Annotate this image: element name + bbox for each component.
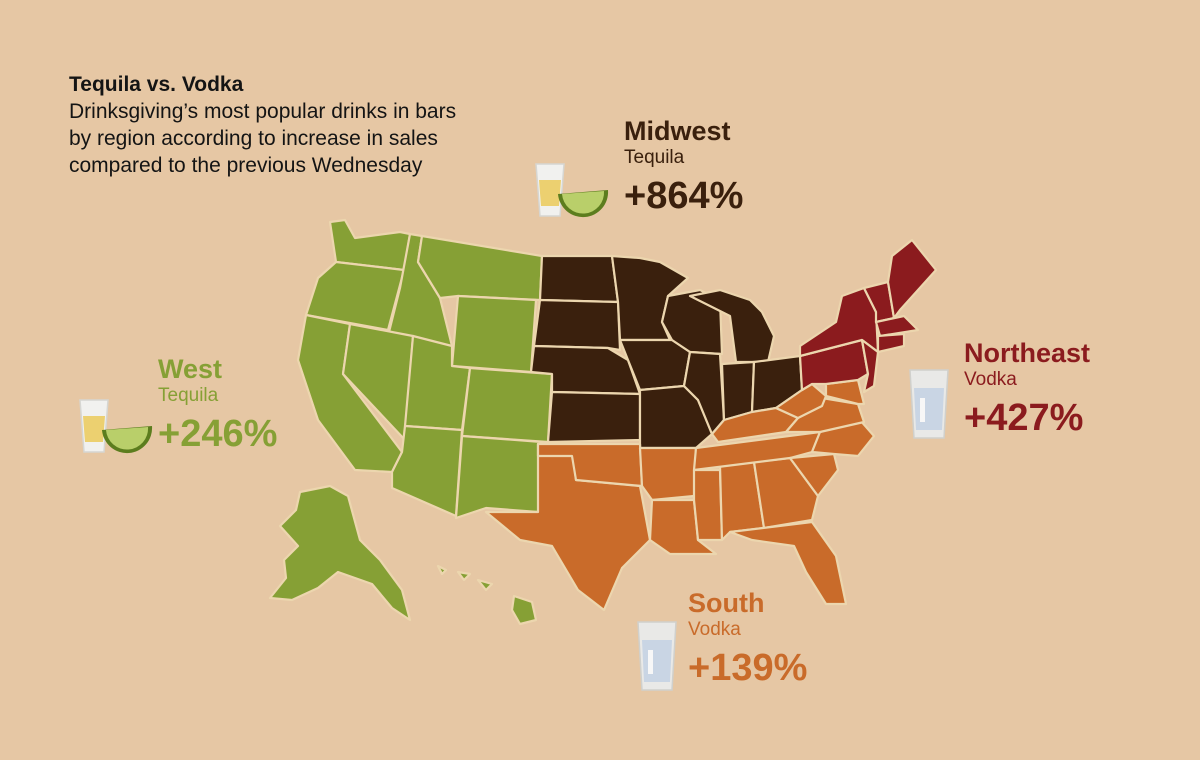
page-subtitle: Drinksgiving’s most popular drinks in ba… <box>69 100 457 177</box>
region-name: Northeast <box>964 338 1091 368</box>
state-kansas <box>546 390 642 444</box>
region-increase: +246% <box>158 413 278 455</box>
state-mississippi <box>692 468 724 542</box>
south-label: South Vodka +139% <box>688 588 807 690</box>
state-south-dakota <box>532 298 622 352</box>
state-alaska <box>268 484 412 622</box>
state-connecticut-ri <box>876 332 906 354</box>
region-drink: Tequila <box>624 147 685 168</box>
northeast-label: Northeast Vodka +427% <box>964 338 1090 440</box>
region-name: South <box>688 588 765 618</box>
region-increase: +427% <box>964 397 1084 439</box>
south-region <box>484 378 876 612</box>
state-arizona <box>390 424 464 518</box>
state-oklahoma <box>536 442 644 488</box>
tequila-lime-icon <box>79 399 153 454</box>
state-new-mexico <box>454 434 544 520</box>
state-tennessee <box>692 430 822 472</box>
region-name: Midwest <box>624 116 731 146</box>
state-indiana <box>720 360 756 422</box>
header: Tequila vs. Vodka Drinksgiving’s most po… <box>69 71 539 179</box>
region-drink: Tequila <box>158 385 219 406</box>
region-name: West <box>158 354 223 384</box>
midwest-region <box>529 254 804 450</box>
state-hawaii <box>436 564 538 626</box>
state-montana <box>416 234 544 302</box>
west-label: West Tequila +246% <box>158 354 277 456</box>
state-florida <box>728 520 848 606</box>
state-massachusetts <box>874 314 920 338</box>
region-increase: +864% <box>624 175 744 217</box>
state-south-carolina <box>788 452 840 498</box>
midwest-label: Midwest Tequila +864% <box>624 116 743 218</box>
state-maine <box>886 238 938 320</box>
northeast-region <box>798 238 938 394</box>
region-drink: Vodka <box>688 619 741 640</box>
tequila-lime-icon <box>535 163 609 218</box>
state-new-jersey <box>860 338 880 394</box>
region-increase: +139% <box>688 647 808 689</box>
state-michigan <box>688 288 776 364</box>
region-drink: Vodka <box>964 369 1017 390</box>
state-wyoming <box>450 294 538 374</box>
state-north-dakota <box>538 254 620 304</box>
page-title: Tequila vs. Vodka <box>69 73 244 96</box>
west-region <box>268 218 554 626</box>
state-colorado <box>460 366 554 444</box>
vodka-shot-icon <box>909 369 949 439</box>
state-arkansas <box>638 446 698 502</box>
vodka-shot-icon <box>637 621 677 691</box>
